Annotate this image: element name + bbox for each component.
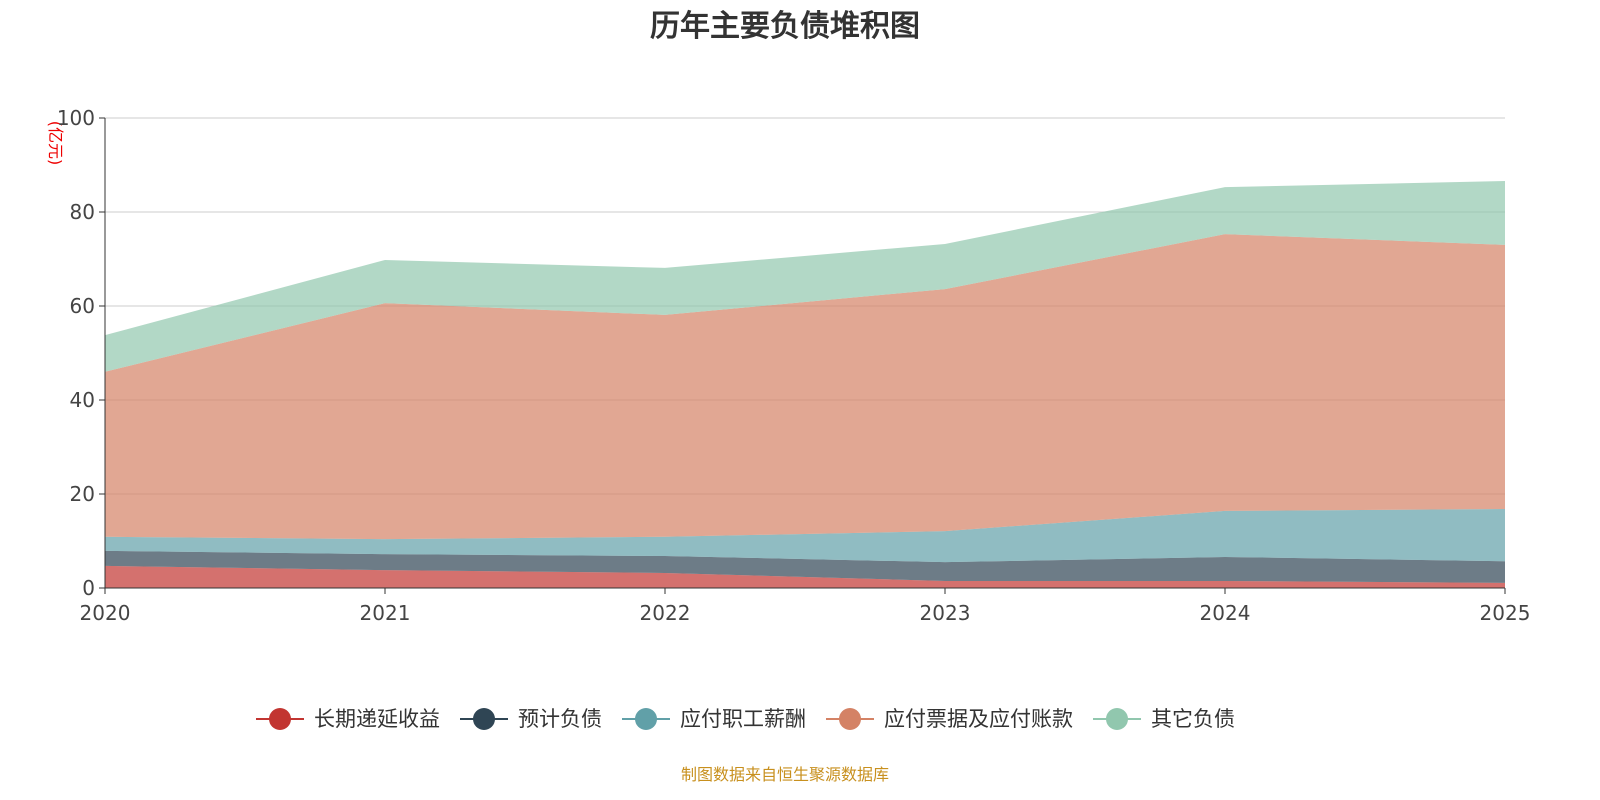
legend-label: 应付职工薪酬 (680, 707, 806, 731)
x-tick-label: 2022 (640, 601, 691, 625)
x-tick-label: 2020 (80, 601, 131, 625)
legend-marker (269, 708, 291, 730)
y-tick-label: 20 (70, 482, 95, 506)
area-应付职工薪酬[interactable] (105, 509, 1505, 563)
x-tick-label: 2024 (1200, 601, 1251, 625)
source-note: 制图数据来自恒生聚源数据库 (681, 765, 889, 784)
legend-marker (1106, 708, 1128, 730)
legend-label: 其它负债 (1151, 707, 1235, 731)
y-tick-label: 40 (70, 388, 95, 412)
x-tick-label: 2025 (1480, 601, 1531, 625)
legend-marker (635, 708, 657, 730)
area-预计负债[interactable] (105, 550, 1505, 583)
legend-label: 应付票据及应付账款 (884, 707, 1073, 731)
y-axis-unit: (亿元) (46, 121, 65, 166)
legend-item[interactable]: 应付职工薪酬 (622, 707, 806, 731)
legend-marker (473, 708, 495, 730)
legend-marker (839, 708, 861, 730)
y-tick-label: 0 (82, 576, 95, 600)
legend-item[interactable]: 其它负债 (1093, 707, 1235, 731)
area-应付票据及应付账款[interactable] (105, 234, 1505, 540)
legend-item[interactable]: 预计负债 (460, 707, 602, 731)
legend-label: 长期递延收益 (314, 707, 440, 731)
y-tick-label: 100 (57, 106, 95, 130)
x-tick-label: 2021 (360, 601, 411, 625)
legend-item[interactable]: 长期递延收益 (256, 707, 440, 731)
legend-item[interactable]: 应付票据及应付账款 (826, 707, 1073, 731)
y-tick-label: 60 (70, 294, 95, 318)
area-长期递延收益[interactable] (105, 565, 1505, 588)
y-tick-label: 80 (70, 200, 95, 224)
chart-title: 历年主要负债堆积图 (650, 9, 920, 44)
x-tick-label: 2023 (920, 601, 971, 625)
legend-label: 预计负债 (518, 707, 602, 731)
area-其它负债[interactable] (105, 180, 1505, 372)
